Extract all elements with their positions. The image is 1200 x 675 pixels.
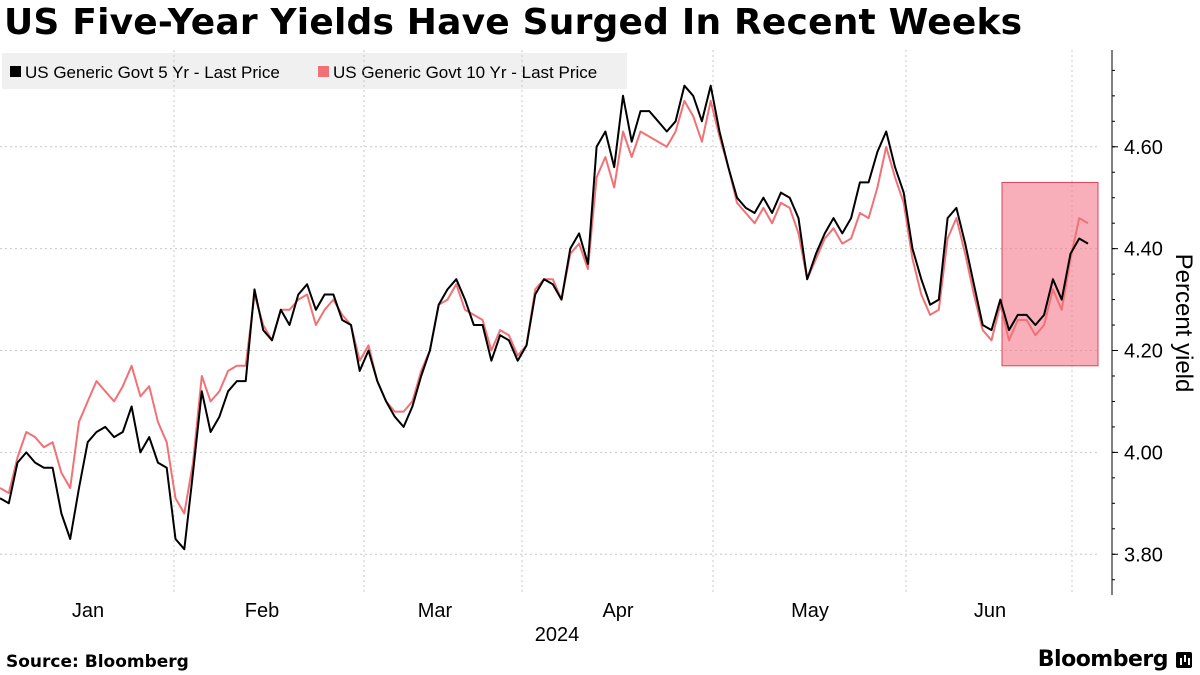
- x-tick-label: May: [791, 600, 829, 622]
- legend-swatch: [10, 66, 21, 77]
- x-tick-label: Jan: [72, 600, 104, 622]
- source-note: Source: Bloomberg: [6, 652, 189, 672]
- grid-lines: [0, 50, 1098, 595]
- legend-swatch: [318, 66, 329, 77]
- chart-title: US Five-Year Yields Have Surged In Recen…: [4, 2, 1023, 43]
- x-tick-label: Jun: [974, 600, 1006, 622]
- y-tick-label: 4.60: [1124, 137, 1163, 159]
- series-line-10yr: [0, 99, 1089, 515]
- y-axis-title: Percent yield: [1170, 254, 1197, 393]
- brand-name: Bloomberg: [1037, 647, 1169, 672]
- legend-label: US Generic Govt 5 Yr - Last Price: [25, 63, 280, 82]
- series-lines: [0, 84, 1089, 551]
- legend-label: US Generic Govt 10 Yr - Last Price: [333, 63, 597, 82]
- axes: 3.80 4.00 4.20 4.40 4.60 Jan Feb Mar Apr May Jun 20…: [72, 50, 1197, 646]
- y-tick-label: 3.80: [1124, 544, 1163, 566]
- x-tick-label: Apr: [602, 600, 633, 622]
- x-tick-label: Feb: [245, 600, 279, 622]
- x-year-label: 2024: [535, 624, 580, 646]
- y-tick-label: 4.00: [1124, 442, 1163, 464]
- brand-logo: Bloomberg: [1038, 647, 1192, 672]
- x-tick-label: Mar: [418, 600, 453, 622]
- y-tick-label: 4.40: [1124, 239, 1163, 261]
- highlight-region: [1001, 181, 1099, 367]
- highlight-box: [1001, 181, 1099, 367]
- series-line-5yr: [0, 84, 1089, 551]
- legend-items: US Generic Govt 5 Yr - Last Price US Gene…: [10, 63, 597, 82]
- terminal-icon: [1176, 651, 1192, 668]
- legend: [2, 53, 627, 89]
- y-tick-label: 4.20: [1124, 341, 1163, 363]
